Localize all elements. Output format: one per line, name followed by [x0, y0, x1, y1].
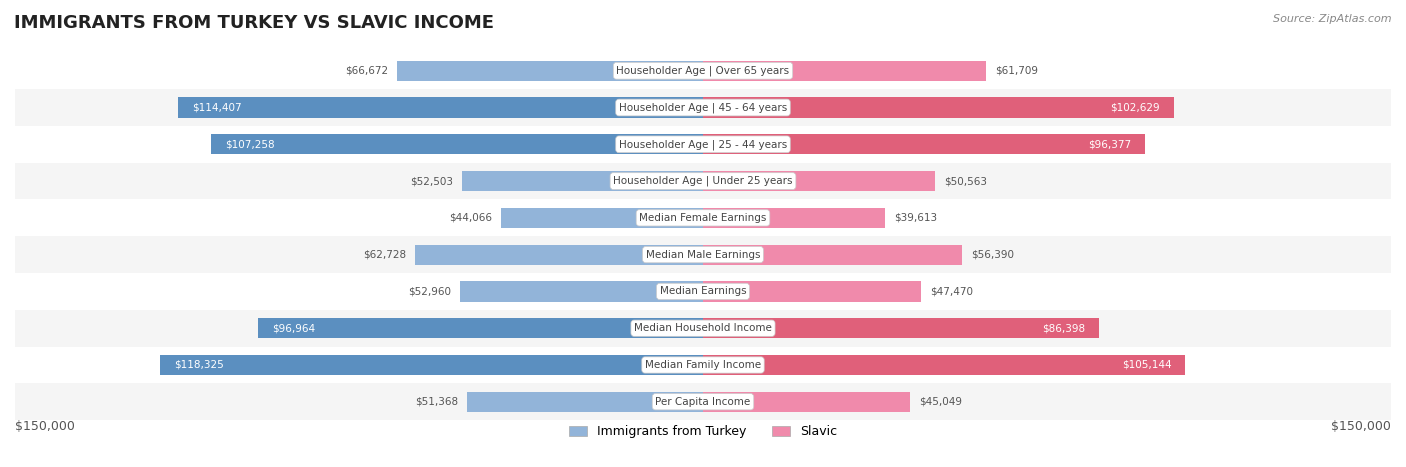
Bar [15, 310, 1391, 347]
Text: $66,672: $66,672 [344, 66, 388, 76]
Text: $52,960: $52,960 [408, 286, 451, 297]
Bar [15, 273, 1391, 310]
Text: $39,613: $39,613 [894, 213, 936, 223]
Text: Median Earnings: Median Earnings [659, 286, 747, 297]
Bar [179, 98, 703, 118]
Text: Median Male Earnings: Median Male Earnings [645, 250, 761, 260]
Text: Per Capita Income: Per Capita Income [655, 397, 751, 407]
Bar [501, 208, 703, 228]
Bar [703, 171, 935, 191]
Text: $114,407: $114,407 [193, 103, 242, 113]
Text: IMMIGRANTS FROM TURKEY VS SLAVIC INCOME: IMMIGRANTS FROM TURKEY VS SLAVIC INCOME [14, 14, 494, 32]
Text: Median Female Earnings: Median Female Earnings [640, 213, 766, 223]
Bar [15, 52, 1391, 89]
Bar [463, 171, 703, 191]
Bar [160, 355, 703, 375]
Text: Source: ZipAtlas.com: Source: ZipAtlas.com [1274, 14, 1392, 24]
Bar [703, 208, 884, 228]
Bar [703, 392, 910, 412]
Text: Median Family Income: Median Family Income [645, 360, 761, 370]
Text: $61,709: $61,709 [995, 66, 1038, 76]
Legend: Immigrants from Turkey, Slavic: Immigrants from Turkey, Slavic [564, 420, 842, 443]
Bar [703, 98, 1174, 118]
Bar [211, 134, 703, 155]
Bar [703, 245, 962, 265]
Bar [703, 281, 921, 302]
Text: $150,000: $150,000 [1331, 420, 1391, 433]
Bar [415, 245, 703, 265]
Text: $86,398: $86,398 [1042, 323, 1085, 333]
Text: $62,728: $62,728 [363, 250, 406, 260]
Text: Householder Age | 25 - 44 years: Householder Age | 25 - 44 years [619, 139, 787, 149]
Text: $102,629: $102,629 [1111, 103, 1160, 113]
Text: $96,377: $96,377 [1088, 139, 1132, 149]
Text: $51,368: $51,368 [415, 397, 458, 407]
Text: $45,049: $45,049 [918, 397, 962, 407]
Bar [703, 318, 1099, 338]
Bar [703, 61, 986, 81]
Bar [15, 163, 1391, 199]
Bar [15, 126, 1391, 163]
Bar [703, 355, 1185, 375]
Text: $96,964: $96,964 [271, 323, 315, 333]
Text: $105,144: $105,144 [1122, 360, 1171, 370]
Bar [259, 318, 703, 338]
Bar [15, 199, 1391, 236]
Bar [703, 134, 1144, 155]
Text: $47,470: $47,470 [929, 286, 973, 297]
Text: $150,000: $150,000 [15, 420, 75, 433]
Text: $52,503: $52,503 [411, 176, 453, 186]
Text: Median Household Income: Median Household Income [634, 323, 772, 333]
Bar [15, 89, 1391, 126]
Text: $118,325: $118,325 [174, 360, 224, 370]
Text: $50,563: $50,563 [943, 176, 987, 186]
Bar [15, 236, 1391, 273]
Bar [398, 61, 703, 81]
Bar [467, 392, 703, 412]
Text: $44,066: $44,066 [449, 213, 492, 223]
Text: $107,258: $107,258 [225, 139, 274, 149]
Text: Householder Age | Over 65 years: Householder Age | Over 65 years [616, 65, 790, 76]
Text: Householder Age | Under 25 years: Householder Age | Under 25 years [613, 176, 793, 186]
Text: $56,390: $56,390 [970, 250, 1014, 260]
Bar [460, 281, 703, 302]
Bar [15, 383, 1391, 420]
Text: Householder Age | 45 - 64 years: Householder Age | 45 - 64 years [619, 102, 787, 113]
Bar [15, 347, 1391, 383]
